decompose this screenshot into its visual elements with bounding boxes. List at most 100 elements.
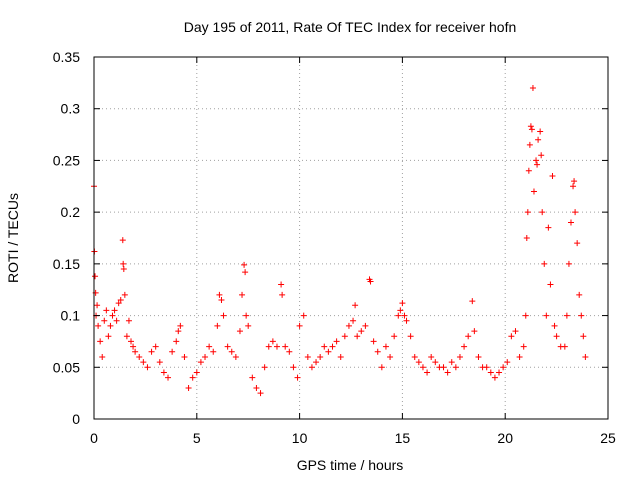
data-point bbox=[539, 209, 546, 216]
data-point bbox=[387, 353, 394, 360]
data-point bbox=[321, 343, 328, 350]
data-point bbox=[561, 343, 568, 350]
data-point bbox=[395, 312, 402, 319]
data-point bbox=[535, 136, 542, 143]
data-point bbox=[523, 235, 530, 241]
data-point bbox=[243, 312, 250, 319]
data-point bbox=[541, 260, 548, 267]
data-point bbox=[520, 343, 527, 350]
x-tick-label: 25 bbox=[600, 430, 616, 446]
data-point bbox=[257, 390, 264, 397]
x-axis-ticks: 0 5 10 15 20 25 bbox=[90, 57, 616, 446]
y-tick-label: 0 bbox=[72, 411, 80, 427]
data-point bbox=[160, 369, 167, 376]
data-point bbox=[456, 353, 463, 360]
data-point bbox=[140, 359, 147, 366]
data-point bbox=[419, 364, 426, 371]
data-point bbox=[367, 278, 374, 285]
data-point bbox=[362, 322, 369, 329]
data-point bbox=[181, 353, 188, 360]
data-point bbox=[113, 317, 120, 324]
data-point bbox=[218, 297, 225, 304]
y-tick-label: 0.2 bbox=[61, 204, 81, 220]
data-point bbox=[169, 348, 176, 355]
data-point bbox=[529, 85, 536, 92]
data-point bbox=[411, 353, 418, 360]
data-point bbox=[253, 384, 260, 391]
data-point bbox=[382, 343, 389, 350]
data-point bbox=[185, 384, 192, 391]
data-point bbox=[103, 307, 110, 314]
data-point bbox=[543, 312, 550, 319]
data-point bbox=[415, 359, 422, 366]
data-point bbox=[551, 322, 558, 329]
data-point bbox=[354, 333, 361, 340]
data-point bbox=[279, 291, 286, 298]
data-point bbox=[282, 343, 289, 350]
data-point bbox=[530, 188, 537, 195]
data-point bbox=[487, 369, 494, 376]
data-point bbox=[547, 281, 554, 288]
data-point bbox=[245, 322, 252, 329]
data-point bbox=[424, 369, 431, 376]
data-point bbox=[553, 333, 560, 340]
data-point bbox=[92, 273, 99, 280]
data-point bbox=[572, 209, 579, 216]
data-point bbox=[97, 338, 104, 345]
data-point bbox=[440, 364, 447, 371]
data-point bbox=[580, 333, 587, 340]
data-point bbox=[117, 297, 124, 304]
data-point bbox=[333, 338, 340, 345]
data-point bbox=[242, 269, 249, 276]
data-point bbox=[189, 374, 196, 381]
x-axis-label: GPS time / hours bbox=[297, 457, 404, 473]
data-point bbox=[325, 348, 332, 355]
data-point bbox=[565, 260, 572, 267]
data-point bbox=[308, 364, 315, 371]
grid-lines bbox=[94, 57, 608, 419]
chart-title: Day 195 of 2011, Rate Of TEC Index for r… bbox=[184, 19, 517, 35]
data-point bbox=[432, 359, 439, 366]
data-point bbox=[216, 291, 223, 298]
y-tick-label: 0.25 bbox=[53, 152, 80, 168]
data-point bbox=[512, 328, 519, 335]
data-point bbox=[407, 333, 414, 340]
x-tick-label: 10 bbox=[292, 430, 308, 446]
data-point bbox=[341, 333, 348, 340]
data-point bbox=[99, 353, 106, 360]
data-point bbox=[534, 161, 541, 168]
data-point bbox=[525, 167, 532, 174]
data-point bbox=[220, 312, 227, 319]
data-point bbox=[214, 322, 221, 329]
x-tick-label: 0 bbox=[90, 430, 98, 446]
data-point bbox=[570, 183, 577, 190]
x-tick-label: 20 bbox=[497, 430, 513, 446]
x-tick-label: 5 bbox=[193, 430, 201, 446]
data-point bbox=[123, 333, 130, 340]
data-point bbox=[173, 338, 180, 345]
data-point bbox=[582, 353, 589, 360]
data-point bbox=[101, 317, 108, 324]
data-point bbox=[197, 359, 204, 366]
data-point bbox=[304, 353, 311, 360]
data-point bbox=[148, 348, 155, 355]
data-point bbox=[576, 291, 583, 298]
data-point bbox=[107, 322, 114, 329]
data-point bbox=[228, 348, 235, 355]
data-point bbox=[128, 338, 135, 345]
data-point bbox=[370, 338, 377, 345]
data-point bbox=[286, 348, 293, 355]
data-point bbox=[428, 353, 435, 360]
data-point bbox=[469, 298, 476, 305]
data-point bbox=[567, 219, 574, 226]
data-point bbox=[524, 209, 531, 216]
data-point bbox=[119, 237, 126, 244]
data-point bbox=[95, 322, 102, 329]
data-point bbox=[504, 359, 511, 366]
data-point bbox=[300, 312, 307, 319]
data-points bbox=[91, 85, 589, 397]
data-point bbox=[269, 338, 276, 345]
y-tick-label: 0.35 bbox=[53, 49, 80, 65]
data-point bbox=[574, 240, 581, 247]
